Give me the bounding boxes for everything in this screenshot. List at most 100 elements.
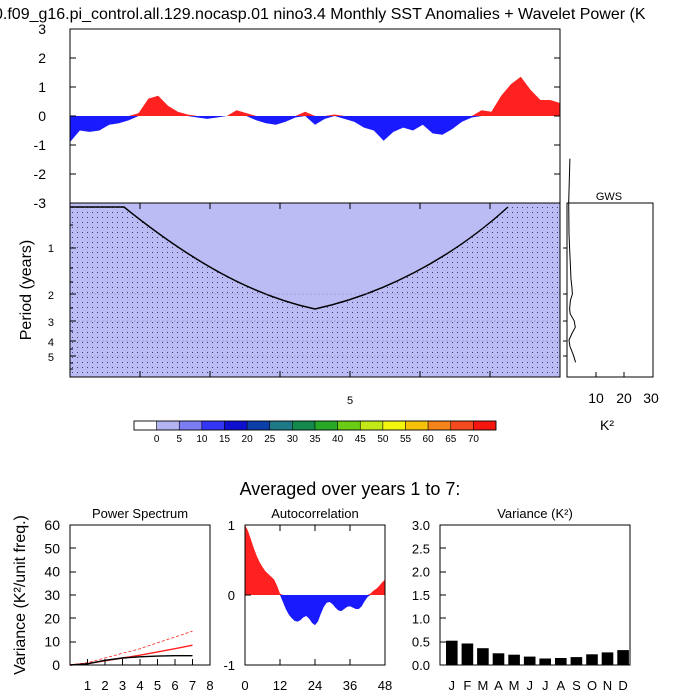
- variance-bar: [539, 658, 551, 665]
- gws-xtick-label: 20: [616, 390, 632, 406]
- sst-ytick-label: 2: [38, 50, 46, 66]
- ps-xtick-label: 1: [84, 678, 91, 693]
- acf-xtick-label: 36: [343, 678, 357, 693]
- power-spectrum-panel: Power Spectrum Variance (K²/unit freq.) …: [12, 506, 214, 693]
- colorbar-label: 70: [468, 434, 480, 445]
- cone-of-influence-line: [70, 206, 509, 310]
- colorbar-label: 20: [242, 434, 254, 445]
- sst-ytick-marks: [70, 28, 560, 175]
- variance-month-label: A: [494, 678, 503, 693]
- period-tick-marks: [70, 224, 76, 370]
- variance-bar: [508, 654, 520, 665]
- period-tick-label: 1: [48, 243, 54, 255]
- autocorrelation-title: Autocorrelation: [271, 506, 358, 521]
- acf-xtick-label: 24: [308, 678, 322, 693]
- ps-xtick-label: 7: [189, 678, 196, 693]
- ps-xtick-label: 3: [119, 678, 126, 693]
- variance-month-label: O: [587, 678, 597, 693]
- acf-ytick-label: -1: [223, 658, 235, 673]
- wavelet-xtick-marks: [139, 203, 491, 377]
- gws-panel: GWS 10 20 30 K²: [563, 158, 659, 433]
- ps-ytick-label: 0: [52, 657, 60, 673]
- gws-xtick-label: 30: [643, 390, 659, 406]
- power-spectrum-title: Power Spectrum: [92, 506, 188, 521]
- ps-ytick-label: 40: [44, 564, 60, 580]
- ps-xtick-label: 2: [101, 678, 108, 693]
- ps-xtick-label: 4: [136, 678, 143, 693]
- colorbar-label: 40: [332, 434, 344, 445]
- colorbar-label: 65: [445, 434, 457, 445]
- sst-anomaly-panel: 3 2 1 0 -1 -2 -3: [34, 21, 561, 211]
- variance-bar: [492, 653, 505, 665]
- ps-ytick-label: 60: [44, 517, 60, 533]
- variance-ytick-label: 2.0: [412, 565, 430, 580]
- sst-ytick-label: -3: [34, 195, 47, 211]
- colorbar-label: 35: [309, 434, 321, 445]
- colorbar-label: 50: [377, 434, 389, 445]
- colorbar-label: 0: [154, 434, 160, 445]
- power-spectrum-axes-frame: [69, 524, 211, 666]
- variance-ytick-label: 3.0: [412, 518, 430, 533]
- variance-tick-marks: [440, 524, 446, 666]
- gws-xlabel: K²: [600, 417, 614, 433]
- sst-ytick-label: -2: [34, 166, 47, 182]
- wavelet-ylabel: Period (years): [18, 240, 35, 340]
- acf-positive-area: [245, 525, 385, 595]
- gws-line: [568, 158, 577, 363]
- variance-month-label: M: [477, 678, 488, 693]
- acf-xtick-label: 48: [378, 678, 392, 693]
- period-tick-label: 4: [48, 337, 54, 349]
- variance-bar: [586, 654, 598, 665]
- variance-title: Variance (K²): [497, 506, 573, 521]
- colorbar-swatch: [246, 420, 270, 431]
- variance-month-label: A: [556, 678, 565, 693]
- ps-ytick-label: 10: [44, 634, 60, 650]
- variance-bar: [570, 657, 583, 665]
- colorbar-label: 55: [400, 434, 412, 445]
- gws-tick-marks: [563, 247, 654, 377]
- colorbar-swatch: [292, 420, 316, 431]
- colorbar-swatch: [360, 420, 384, 431]
- variance-bar: [446, 640, 458, 665]
- averaged-title: Averaged over years 1 to 7:: [240, 479, 461, 499]
- variance-bar: [555, 658, 567, 665]
- sst-yticks: 3 2 1 0 -1 -2 -3: [34, 21, 560, 211]
- colorbar-label: 25: [264, 434, 276, 445]
- sst-ytick-label: -1: [34, 137, 47, 153]
- colorbar-swatch: [450, 420, 474, 431]
- ps-ytick-label: 30: [44, 587, 60, 603]
- colorbar-swatch: [201, 420, 225, 431]
- sst-ytick-label: 3: [38, 21, 46, 37]
- variance-month-label: J: [526, 678, 533, 693]
- ps-tick-marks: [70, 524, 193, 666]
- colorbar-swatch: [382, 420, 406, 431]
- colorbar-swatch: [473, 420, 497, 431]
- colorbar-label: 10: [196, 434, 208, 445]
- colorbar-swatch: [427, 420, 451, 431]
- colorbar-label: 5: [177, 434, 183, 445]
- acf-xtick-label: 0: [241, 678, 248, 693]
- variance-month-label: F: [463, 678, 471, 693]
- ps-ytick-label: 50: [44, 540, 60, 556]
- acf-ytick-label: 1: [228, 518, 235, 533]
- wavelet-yticks: 1 2 3 4 5: [48, 224, 76, 370]
- colorbar-swatch: [405, 420, 429, 431]
- colorbar: 0 5 10 15 20 25 30 35 40 45 50 55 60 65 70: [133, 420, 497, 445]
- variance-bar: [477, 648, 489, 665]
- ps-ytick-label: 20: [44, 610, 60, 626]
- acf-negative-area: [245, 595, 385, 626]
- sst-negative-area: [70, 116, 560, 143]
- colorbar-swatch: [224, 420, 248, 431]
- variance-ytick-label: 1.0: [412, 611, 430, 626]
- page-title: 0.f09_g16.pi_control.all.129.nocasp.01 n…: [0, 6, 646, 23]
- period-tick-label: 3: [48, 317, 54, 329]
- sst-ytick-label: 1: [38, 79, 46, 95]
- colorbar-label: 45: [355, 434, 367, 445]
- variance-month-label: J: [449, 678, 456, 693]
- variance-bar: [601, 652, 614, 665]
- ps-xtick-label: 6: [171, 678, 178, 693]
- variance-month-label: D: [618, 678, 627, 693]
- variance-ytick-label: 0.5: [412, 635, 430, 650]
